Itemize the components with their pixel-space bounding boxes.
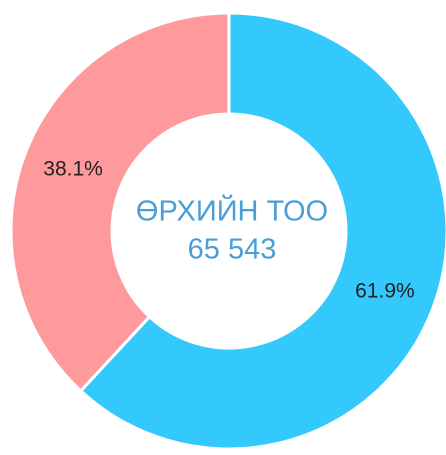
value-label: 38.1% xyxy=(43,157,103,180)
slice xyxy=(78,11,446,451)
slices xyxy=(9,11,446,451)
slice xyxy=(9,11,231,393)
center-title: ӨРХИЙН ТОО xyxy=(136,194,328,228)
center-value: 65 543 xyxy=(188,234,277,266)
value-label: 61.9% xyxy=(355,280,415,303)
